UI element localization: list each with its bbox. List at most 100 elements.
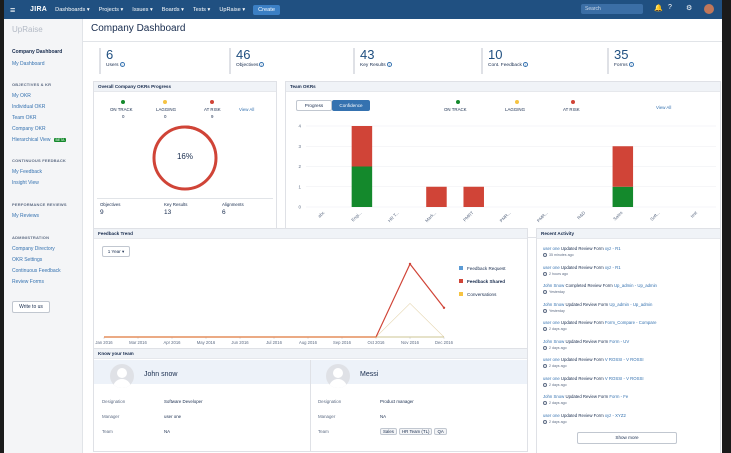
activity-target-link[interactable]: V ROSSI - V ROSSI	[604, 357, 644, 362]
activity-time: Yesterday	[543, 309, 652, 313]
menu-icon[interactable]: ≡	[10, 4, 16, 15]
create-button[interactable]: Create	[253, 4, 280, 15]
nav-projects[interactable]: Projects ▾	[98, 6, 124, 13]
team-tag[interactable]: Sales	[380, 428, 397, 435]
sidebar-item-company-dashboard[interactable]: Company Dashboard	[12, 49, 63, 55]
activity-target-link[interactable]: xyz - R1	[604, 264, 621, 270]
activity-user-link[interactable]: John Snow	[543, 394, 566, 399]
nav-upraise[interactable]: UpRaise ▾	[219, 6, 246, 13]
x-tick-label: R&D	[576, 210, 586, 220]
activity-target-link[interactable]: Form - Fe	[609, 394, 629, 399]
activity-user-link[interactable]: user one	[543, 320, 561, 325]
stat-objectives-value: 46	[236, 47, 251, 62]
activity-user-link[interactable]: John Snow	[543, 283, 566, 288]
activity-target-link[interactable]: Up_admin - Up_admin	[609, 301, 653, 307]
activity-user-link[interactable]: user one	[543, 264, 561, 270]
sidebar-item-okr-settings[interactable]: OKR Settings	[12, 257, 43, 263]
activity-text: user one Updated Review Form xyz - XYZ2	[543, 413, 626, 418]
activity-target-link[interactable]: xyz - R1	[604, 246, 621, 251]
feedback-trend-line-chart: Jan 2016 Mar 2016 Apr 2016 May 2016 Jun 2016…	[95, 262, 506, 354]
series-line	[104, 262, 445, 338]
sidebar-item-company-okr[interactable]: Company OKR	[12, 126, 46, 132]
okr-view-all-link[interactable]: View All	[239, 107, 255, 112]
sidebar-item-insight-view[interactable]: Insight View	[12, 180, 39, 186]
on-track-label: ON TRACK	[444, 107, 467, 112]
stat-objectives[interactable]: 46 Objectives i	[229, 47, 265, 74]
info-icon[interactable]: i	[119, 62, 125, 67]
activity-target-link[interactable]: V ROSSI - V ROSSI	[604, 375, 644, 381]
sidebar-item-hierarchical-view[interactable]: Hierarchical View BETA	[12, 137, 67, 143]
activity-time: 2 days ago	[543, 420, 626, 424]
team-okrs-title: Team OKRs	[286, 82, 720, 92]
tab-confidence[interactable]: Confidence	[332, 100, 370, 111]
activity-time-text: 2 days ago	[549, 345, 567, 350]
feedback-trend-title: Feedback Trend	[94, 229, 527, 239]
activity-time-text: Yesterday	[549, 290, 565, 294]
chart-bar	[463, 186, 484, 207]
sidebar-item-my-dashboard[interactable]: My Dashboard	[12, 61, 45, 67]
team-tag[interactable]: HR Team (TL)	[398, 428, 433, 435]
sidebar: UpRaise Company Dashboard My Dashboard O…	[4, 19, 83, 453]
write-to-us-button[interactable]: Write to us	[12, 301, 50, 313]
activity-action: Updated Review Form	[565, 394, 610, 399]
activity-user-link[interactable]: user one	[543, 246, 561, 251]
gear-icon[interactable]: ⚙	[686, 5, 693, 12]
search-input[interactable]: Search	[581, 4, 643, 14]
stat-users[interactable]: 6 Users i	[99, 48, 125, 74]
activity-text: user one Updated Review Form xyz - R1	[543, 246, 621, 251]
info-icon[interactable]: i	[522, 62, 528, 67]
nav-boards[interactable]: Boards ▾	[161, 6, 184, 13]
sidebar-item-my-okr[interactable]: My OKR	[12, 93, 31, 99]
info-icon[interactable]: i	[386, 62, 392, 67]
stat-key-results[interactable]: 43 Key Results i	[353, 48, 392, 74]
sidebar-item-my-feedback[interactable]: My Feedback	[12, 169, 43, 175]
sidebar-item-continuous-feedback[interactable]: Continuous Feedback	[12, 268, 61, 274]
activity-time: 2 days ago	[543, 401, 628, 406]
x-tick-label: Oct 2016	[368, 340, 386, 345]
stat-forms[interactable]: 35 Forms i	[607, 48, 634, 74]
feedback-trend-panel: Feedback Trend 1 Year ▾ Jan 2016 Mar 2016…	[93, 228, 528, 360]
activity-target-link[interactable]: Form - UV	[609, 338, 630, 344]
know-your-team-title: Know your team	[94, 349, 527, 359]
info-icon[interactable]: i	[628, 62, 634, 67]
activity-user-link[interactable]: user one	[543, 357, 561, 362]
lagging-dot	[515, 100, 519, 104]
user-avatar[interactable]	[704, 4, 714, 14]
stat-cont-feedback[interactable]: 10 Cont. Feedback i	[481, 48, 528, 74]
team-okrs-bar-chart: 0 1 2 3 4 abc Engi... HR T... Mark... PMRT PMR... P…	[299, 124, 716, 223]
team-tag[interactable]: QA	[434, 428, 447, 435]
alignments-label: Alignments	[222, 202, 244, 207]
at-risk-count: 9	[211, 114, 214, 119]
sidebar-item-my-reviews[interactable]: My Reviews	[12, 213, 39, 219]
activity-user-link[interactable]: John Snow	[543, 338, 566, 344]
range-select[interactable]: 1 Year ▾	[102, 246, 130, 257]
help-icon[interactable]: ?	[668, 4, 672, 11]
nav-tests[interactable]: Tests ▾	[192, 6, 211, 13]
jira-logo[interactable]: JIRA	[30, 6, 48, 13]
sidebar-item-individual-okr[interactable]: Individual OKR	[12, 104, 46, 110]
bell-icon[interactable]: 🔔	[654, 5, 663, 12]
activity-target-link[interactable]: xyz - XYZ2	[604, 412, 626, 418]
activity-target-link[interactable]: Up_admin - Up_admin	[613, 283, 657, 288]
activity-user-link[interactable]: user one	[543, 412, 561, 418]
nav-dashboards[interactable]: Dashboards ▾	[55, 6, 90, 13]
team-okrs-view-all-link[interactable]: View All	[656, 105, 672, 110]
nav-issues[interactable]: Issues ▾	[132, 6, 153, 13]
sidebar-item-review-forms[interactable]: Review Forms	[12, 279, 44, 285]
y-tick-label: 4	[299, 124, 302, 129]
activity-time: 2 hours ago	[543, 272, 621, 276]
info-icon[interactable]: i	[259, 62, 265, 67]
tab-progress[interactable]: Progress	[296, 100, 332, 111]
activity-action: Updated Review Form	[560, 264, 605, 270]
show-more-button[interactable]: Show more	[577, 432, 677, 444]
activity-target-link[interactable]: Form_Compare - Compare	[604, 320, 657, 325]
sidebar-item-team-okr[interactable]: Team OKR	[12, 115, 37, 121]
activity-user-link[interactable]: user one	[543, 375, 561, 381]
member-team-tags: Sales HR Team (TL) QA	[380, 428, 449, 435]
legend-swatch	[459, 279, 463, 283]
sidebar-item-company-directory[interactable]: Company Directory	[12, 246, 55, 252]
activity-user-link[interactable]: John Snow	[543, 301, 566, 307]
member-designation: Software Developer	[164, 399, 203, 404]
sidebar-heading-objectives: OBJECTIVES & KR	[12, 82, 52, 87]
activity-text: user one Updated Review Form V ROSSI - V…	[543, 376, 644, 381]
